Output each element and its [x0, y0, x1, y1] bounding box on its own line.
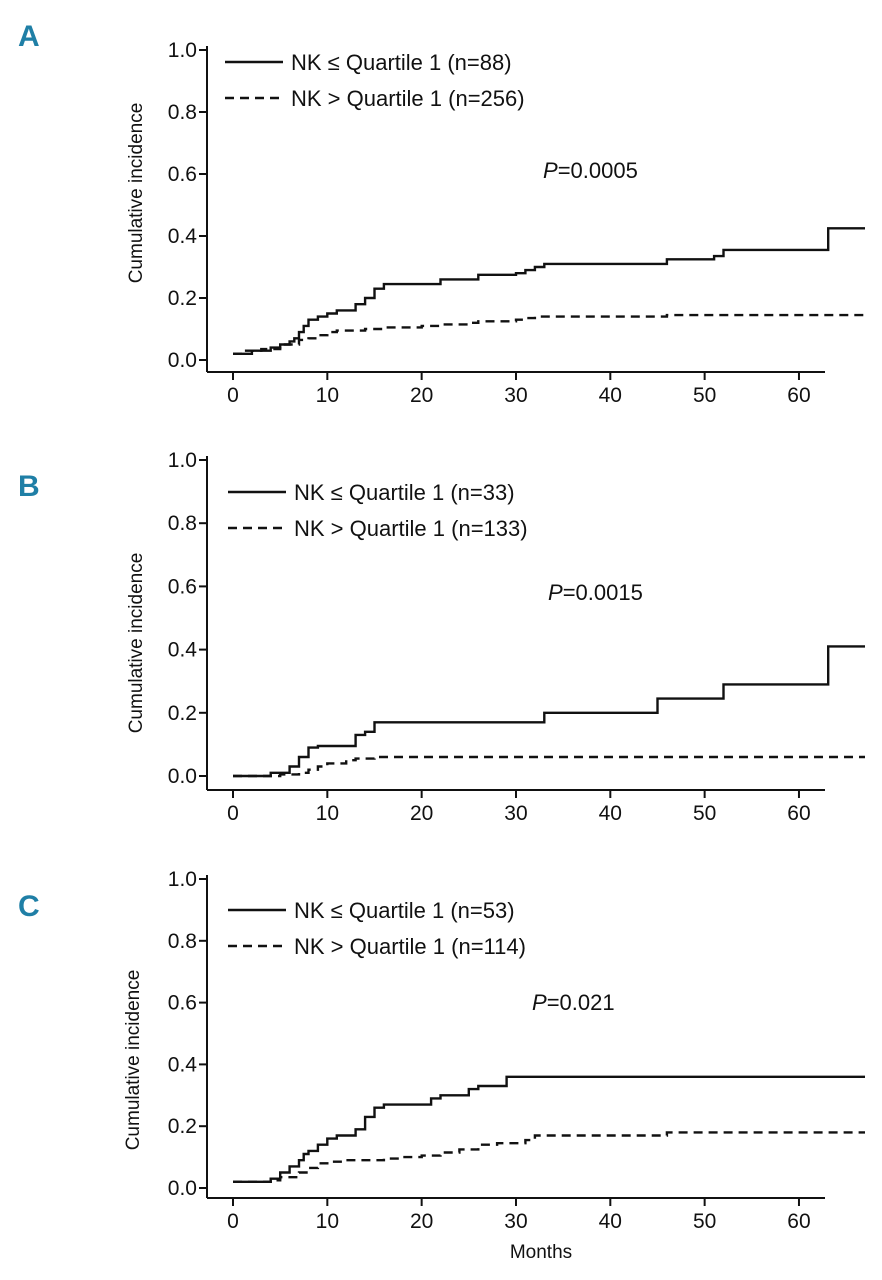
x-tick-label: 30 — [504, 802, 527, 825]
x-tick-label: 30 — [504, 384, 527, 407]
y-tick-label: 1.0 — [168, 39, 197, 62]
p-symbol: P — [532, 990, 547, 1015]
x-tick-label: 10 — [316, 802, 339, 825]
y-tick-label: 0.4 — [168, 639, 198, 662]
p-value-annotation: P=0.0005 — [543, 158, 638, 183]
p-symbol: P — [548, 580, 563, 605]
y-tick-label: 0.2 — [168, 287, 197, 310]
x-tick-label: 40 — [599, 384, 622, 407]
x-tick-label: 0 — [227, 1210, 239, 1233]
y-tick-label: 1.0 — [168, 449, 197, 472]
p-symbol: P — [543, 158, 558, 183]
y-tick-label: 0.8 — [168, 930, 197, 953]
p-value-annotation: P=0.021 — [532, 990, 615, 1015]
series-line-nk-above-q1 — [233, 1131, 865, 1183]
y-tick-label: 0.6 — [168, 163, 197, 186]
series-line-nk-above-q1 — [233, 755, 865, 778]
x-tick-label: 20 — [410, 1210, 433, 1233]
x-tick-label: 10 — [316, 384, 339, 407]
series-line-nk-below-q1 — [233, 227, 865, 355]
legend-label: NK > Quartile 1 (n=256) — [291, 86, 525, 111]
legend-label: NK > Quartile 1 (n=133) — [294, 516, 528, 541]
y-axis-title: Cumulative incidence — [126, 553, 147, 734]
x-tick-label: 50 — [693, 1210, 716, 1233]
x-tick-label: 60 — [787, 384, 810, 407]
x-tick-label: 60 — [787, 802, 810, 825]
x-tick-label: 20 — [410, 384, 433, 407]
chart-panel-b: B 0.0 0.2 0.4 0.6 0.8 1.0 0 10 20 30 40 50 60 Cumulati… — [18, 449, 865, 825]
y-tick-label: 0.4 — [168, 1053, 198, 1076]
x-tick-label: 0 — [227, 802, 239, 825]
series-line-nk-below-q1 — [233, 645, 865, 778]
legend-label: NK ≤ Quartile 1 (n=53) — [294, 898, 515, 923]
y-tick-label: 0.8 — [168, 101, 197, 124]
x-tick-label: 40 — [599, 802, 622, 825]
x-tick-label: 30 — [504, 1210, 527, 1233]
y-tick-label: 0.6 — [168, 992, 197, 1015]
series-line-nk-below-q1 — [233, 1075, 865, 1183]
x-tick-label: 10 — [316, 1210, 339, 1233]
y-tick-label: 0.0 — [168, 349, 197, 372]
x-tick-label: 50 — [693, 384, 716, 407]
chart-panel-a: A 0.0 0.2 0.4 0.6 0.8 1.0 0 10 20 30 40 50 60 Cumulati… — [18, 20, 865, 407]
x-axis-title: Months — [510, 1242, 572, 1263]
panel-letter: B — [18, 470, 40, 503]
y-axis-title: Cumulative incidence — [126, 103, 147, 284]
y-tick-label: 0.4 — [168, 225, 198, 248]
legend-label: NK ≤ Quartile 1 (n=33) — [294, 480, 515, 505]
y-tick-label: 0.8 — [168, 512, 197, 535]
y-tick-label: 0.2 — [168, 702, 197, 725]
x-tick-label: 50 — [693, 802, 716, 825]
p-value: =0.021 — [547, 990, 615, 1015]
x-tick-label: 40 — [599, 1210, 622, 1233]
legend-label: NK > Quartile 1 (n=114) — [294, 934, 526, 959]
p-value: =0.0015 — [563, 580, 643, 605]
series-line-nk-above-q1 — [233, 313, 865, 355]
y-tick-label: 0.0 — [168, 765, 197, 788]
panel-letter: C — [18, 890, 40, 923]
y-tick-label: 1.0 — [168, 868, 197, 891]
chart-panel-c: C 0.0 0.2 0.4 0.6 0.8 1.0 0 10 20 30 40 50 60 Cumulati… — [18, 868, 865, 1263]
y-tick-label: 0.6 — [168, 575, 197, 598]
x-tick-label: 0 — [227, 384, 239, 407]
x-tick-label: 60 — [787, 1210, 810, 1233]
legend-label: NK ≤ Quartile 1 (n=88) — [291, 50, 512, 75]
y-tick-label: 0.0 — [168, 1177, 197, 1200]
y-axis-title: Cumulative incidence — [123, 970, 144, 1151]
x-tick-label: 20 — [410, 802, 433, 825]
p-value: =0.0005 — [558, 158, 638, 183]
panel-letter: A — [18, 20, 40, 53]
y-tick-label: 0.2 — [168, 1115, 197, 1138]
p-value-annotation: P=0.0015 — [548, 580, 643, 605]
